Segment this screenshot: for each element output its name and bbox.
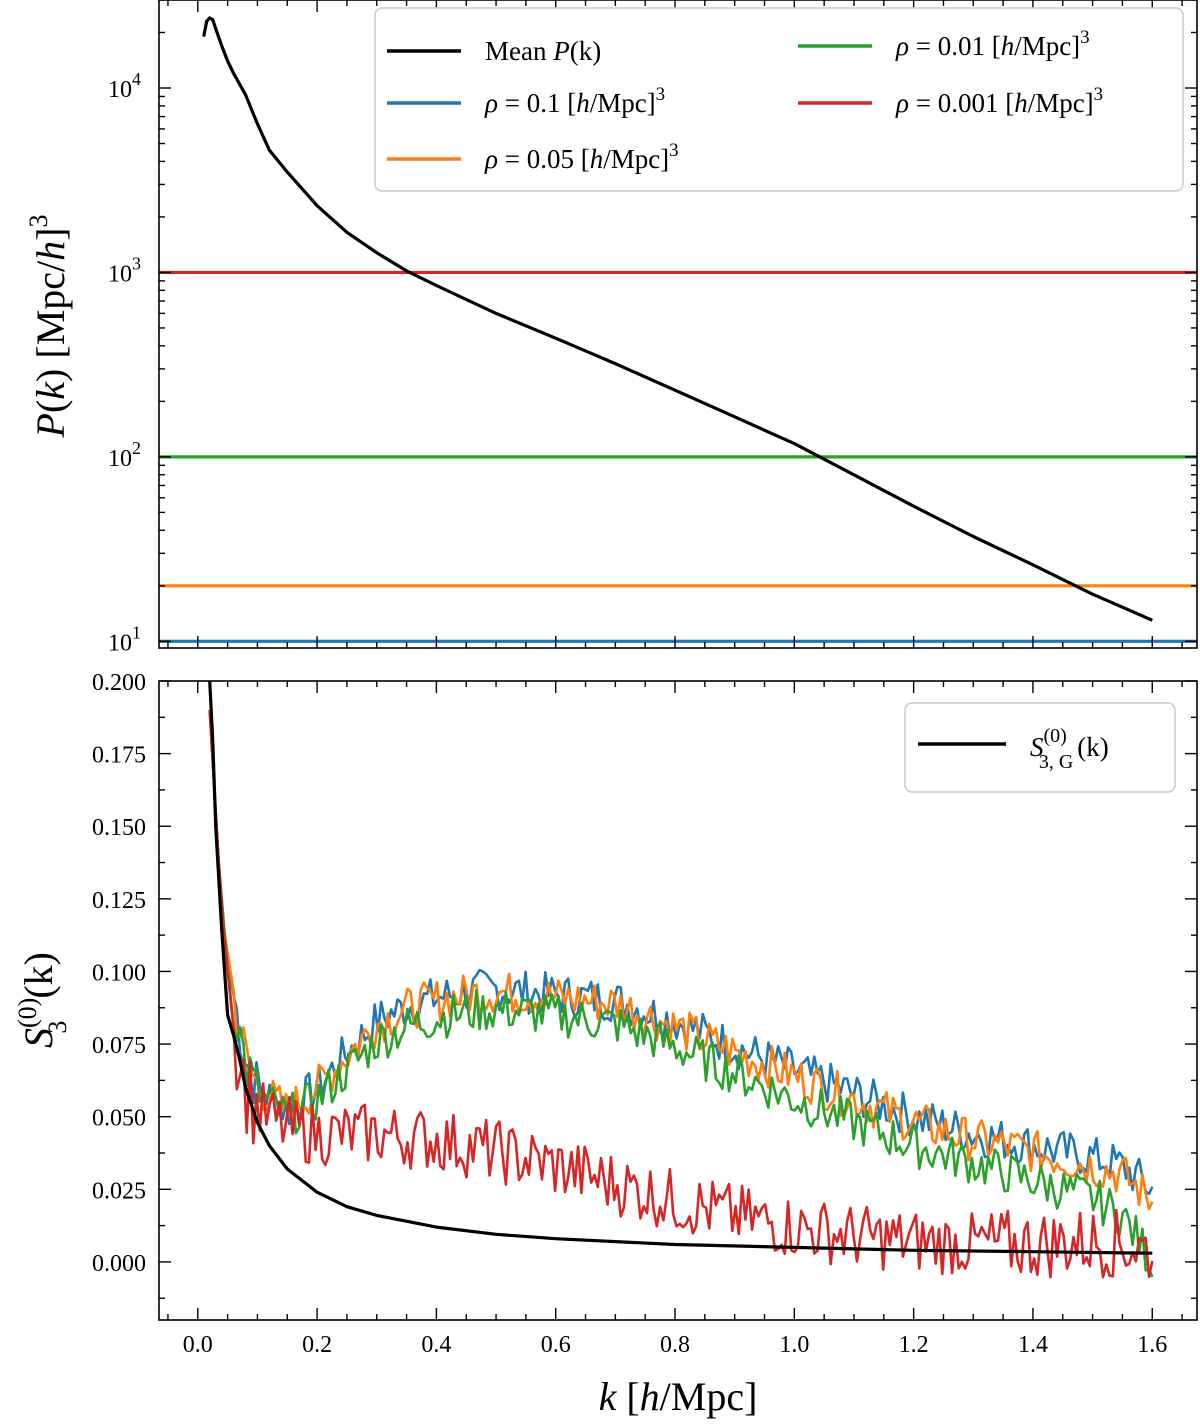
series-rho-0.001 (208, 709, 1154, 1279)
bottom-y-tick-label: 0.125 (92, 888, 146, 914)
bottom-y-tick-label: 0.050 (92, 1106, 146, 1132)
top-panel: 101 102 103 104 P(k) [Mpc/h]3 Mean P(k) ρ =… (24, 0, 1198, 656)
bottom-x-tick-label: 1.2 (899, 1332, 929, 1358)
bottom-y-tick-label: 0.175 (92, 743, 146, 769)
series-rho-0.05 (208, 709, 1154, 1211)
bottom-x-tick-label: 1.0 (779, 1332, 809, 1358)
legend-label-rho-0.001: ρ = 0.001 [h/Mpc]3 (895, 84, 1103, 118)
legend-label-rho-0.05: ρ = 0.05 [h/Mpc]3 (484, 140, 679, 174)
bottom-x-tick-label: 0.0 (183, 1332, 213, 1358)
bottom-y-tick-label: 0.075 (92, 1033, 146, 1059)
bottom-y-axis-label: S(0)3(k) (13, 952, 72, 1048)
bottom-y-tick-label: 0.025 (92, 1178, 146, 1204)
series-S3G-0-k- (208, 681, 1153, 1255)
bottom-x-tick-label: 0.6 (541, 1332, 571, 1358)
top-y-tick-label: 102 (108, 438, 141, 472)
series-mean-pk (202, 16, 1153, 622)
bottom-y-tick-label: 0.000 (92, 1251, 146, 1277)
bottom-legend: S(0) 3, G (k) (904, 702, 1176, 793)
top-y-tick-label: 101 (108, 622, 141, 656)
legend-label-rho-0.1: ρ = 0.1 [h/Mpc]3 (484, 84, 665, 118)
bottom-y-tick-labels: 0.000 0.025 0.050 0.075 0.100 0.125 0.150 0.175… (92, 670, 146, 1277)
bottom-y-tick-label: 0.200 (92, 670, 146, 696)
bottom-y-tick-label: 0.150 (92, 815, 146, 841)
bottom-legend-frame (904, 702, 1176, 793)
top-y-tick-label: 103 (108, 253, 141, 287)
top-plot-area (159, 16, 1197, 643)
legend-label-s3g: S(0) 3, G (k) (1030, 725, 1109, 773)
bottom-x-tick-label: 0.8 (660, 1332, 690, 1358)
bottom-panel: 0.000 0.025 0.050 0.075 0.100 0.125 0.150 0.175… (13, 670, 1198, 1419)
bottom-x-tick-label: 1.6 (1137, 1332, 1167, 1358)
top-axes-frame (158, 0, 1198, 649)
bottom-y-tick-label: 0.100 (92, 960, 146, 986)
bottom-x-tick-label: 1.4 (1018, 1332, 1048, 1358)
top-y-axis-label: P(k) [Mpc/h]3 (24, 215, 73, 439)
top-ticks (159, 0, 1197, 648)
bottom-x-tick-label: 0.4 (421, 1332, 451, 1358)
bottom-x-axis-label: k [h/Mpc] (599, 1374, 758, 1419)
top-y-tick-label: 104 (108, 69, 141, 103)
bottom-x-tick-label: 0.2 (302, 1332, 332, 1358)
series-rho-0.01 (208, 709, 1154, 1278)
bottom-x-tick-labels: 0.0 0.2 0.4 0.6 0.8 1.0 1.2 1.4 1.6 (183, 1332, 1167, 1358)
top-legend-frame (374, 7, 1184, 192)
bottom-ticks (159, 680, 1197, 1320)
top-y-tick-labels: 101 102 103 104 (108, 69, 141, 656)
legend-label-mean: Mean P(k) (485, 36, 601, 66)
top-legend: Mean P(k) ρ = 0.1 [h/Mpc]3 ρ = 0.05 [h/M… (374, 7, 1184, 192)
bottom-axes-frame (158, 680, 1198, 1321)
bottom-plot-area (208, 681, 1154, 1279)
legend-label-rho-0.01: ρ = 0.01 [h/Mpc]3 (895, 27, 1090, 61)
